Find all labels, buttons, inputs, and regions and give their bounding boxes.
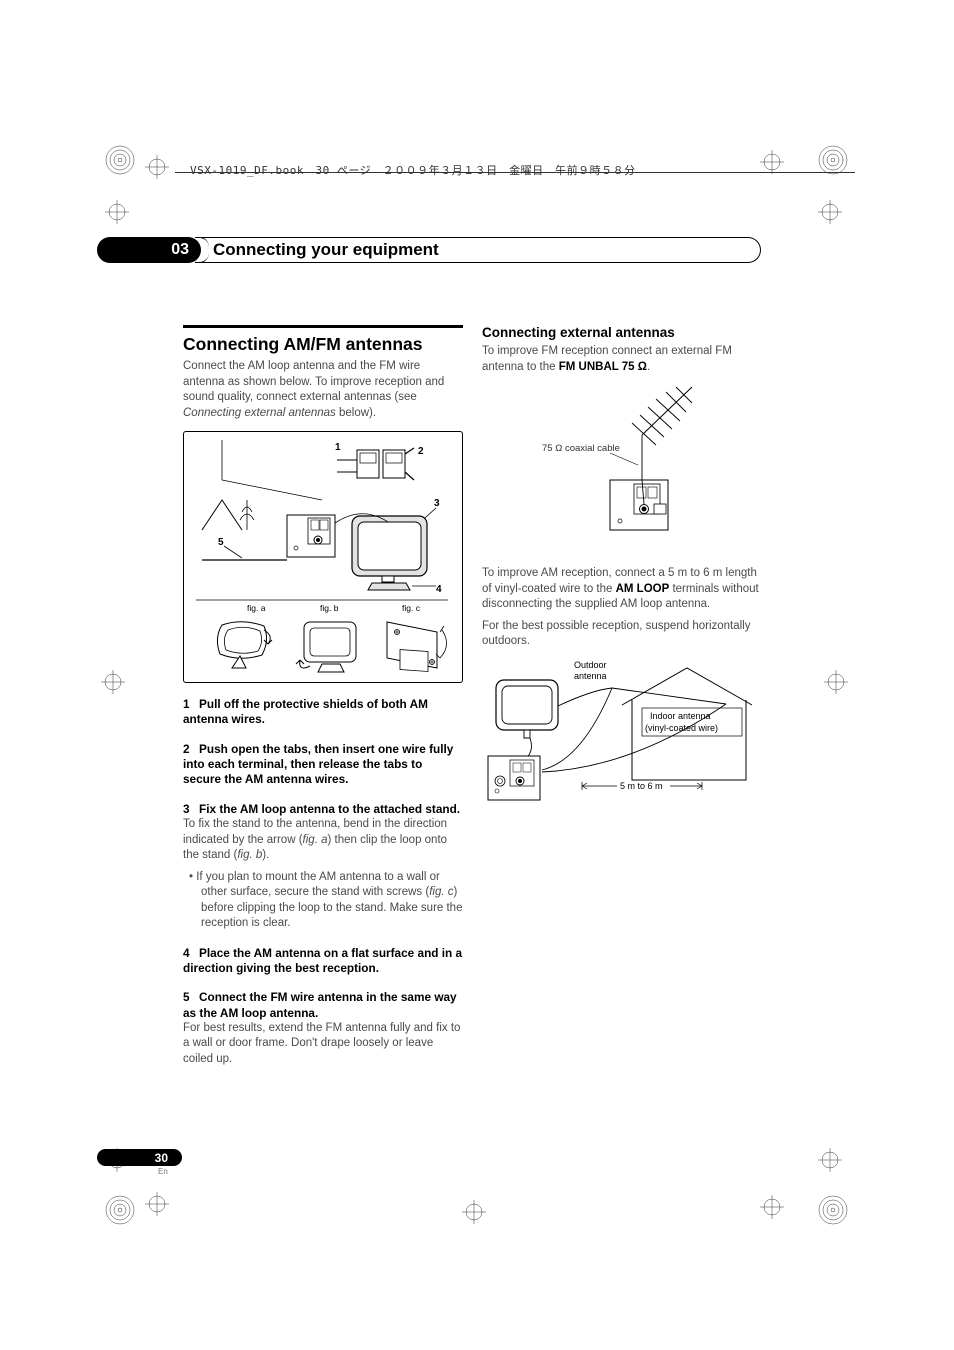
right-intro: To improve FM reception connect an exter… bbox=[482, 344, 762, 375]
step-3: 3Fix the AM loop antenna to the attached… bbox=[183, 802, 463, 817]
crop-circle-icon bbox=[818, 1195, 848, 1230]
svg-text:fig. a: fig. a bbox=[247, 603, 266, 613]
chapter-number: 03 bbox=[171, 241, 189, 259]
svg-text:antenna: antenna bbox=[574, 671, 607, 681]
svg-text:3: 3 bbox=[434, 498, 440, 509]
am-improve-text: To improve AM reception, connect a 5 m t… bbox=[482, 566, 762, 613]
subsection-heading: Connecting external antennas bbox=[482, 325, 762, 340]
reg-cross-icon bbox=[760, 150, 784, 179]
chapter-bar: 03 Connecting your equipment bbox=[97, 237, 762, 263]
crop-circle-icon bbox=[105, 145, 135, 180]
intro-text: Connect the AM loop antenna and the FM w… bbox=[183, 359, 463, 421]
page-number: 30 bbox=[155, 1151, 168, 1165]
reg-cross-icon bbox=[818, 1148, 842, 1177]
section-heading: Connecting AM/FM antennas bbox=[183, 334, 463, 355]
chapter-title: Connecting your equipment bbox=[213, 240, 439, 260]
diagram-svg: 1 2 3 4 5 bbox=[192, 440, 452, 680]
step-5: 5Connect the FM wire antenna in the same… bbox=[183, 990, 463, 1021]
reg-cross-icon bbox=[818, 200, 842, 229]
svg-text:4: 4 bbox=[436, 584, 442, 595]
header-file-info: VSX-1019_DF.book 30 ページ ２００９年３月１３日 金曜日 午… bbox=[190, 162, 636, 178]
am-outdoor-diagram: Indoor antenna (vinyl-coated wire) Outdo… bbox=[482, 660, 762, 810]
right-column: Connecting external antennas To improve … bbox=[482, 325, 762, 810]
page-lang: En bbox=[158, 1167, 168, 1176]
page-number-pill: 30 bbox=[97, 1149, 182, 1166]
left-column: Connecting AM/FM antennas Connect the AM… bbox=[183, 325, 463, 1068]
step-4: 4Place the AM antenna on a flat surface … bbox=[183, 946, 463, 977]
suspend-text: For the best possible reception, suspend… bbox=[482, 619, 762, 650]
crop-circle-icon bbox=[105, 1195, 135, 1230]
step-1: 1Pull off the protective shields of both… bbox=[183, 697, 463, 728]
svg-text:5: 5 bbox=[218, 537, 224, 548]
svg-text:Outdoor: Outdoor bbox=[574, 660, 607, 670]
reg-cross-icon bbox=[145, 155, 169, 184]
svg-text:fig. b: fig. b bbox=[320, 603, 339, 613]
crop-circle-icon bbox=[818, 145, 848, 180]
reg-cross-icon bbox=[462, 1200, 486, 1229]
step-3-body: To fix the stand to the antenna, bend in… bbox=[183, 817, 463, 864]
step-3-bullet: If you plan to mount the AM antenna to a… bbox=[183, 870, 463, 932]
svg-text:75 Ω coaxial cable: 75 Ω coaxial cable bbox=[542, 443, 620, 454]
reg-cross-icon bbox=[101, 670, 125, 699]
fm-antenna-diagram: 75 Ω coaxial cable bbox=[482, 385, 762, 560]
svg-text:1: 1 bbox=[335, 442, 341, 453]
svg-text:5 m to 6 m: 5 m to 6 m bbox=[620, 781, 663, 791]
step-5-body: For best results, extend the FM antenna … bbox=[183, 1021, 463, 1068]
reg-cross-icon bbox=[824, 670, 848, 699]
reg-cross-icon bbox=[760, 1195, 784, 1224]
reg-cross-icon bbox=[145, 1192, 169, 1221]
step-2: 2Push open the tabs, then insert one wir… bbox=[183, 742, 463, 788]
reg-cross-icon bbox=[105, 200, 129, 229]
svg-text:2: 2 bbox=[418, 446, 424, 457]
antenna-diagram: 1 2 3 4 5 bbox=[183, 431, 463, 683]
svg-text:fig. c: fig. c bbox=[402, 603, 421, 613]
